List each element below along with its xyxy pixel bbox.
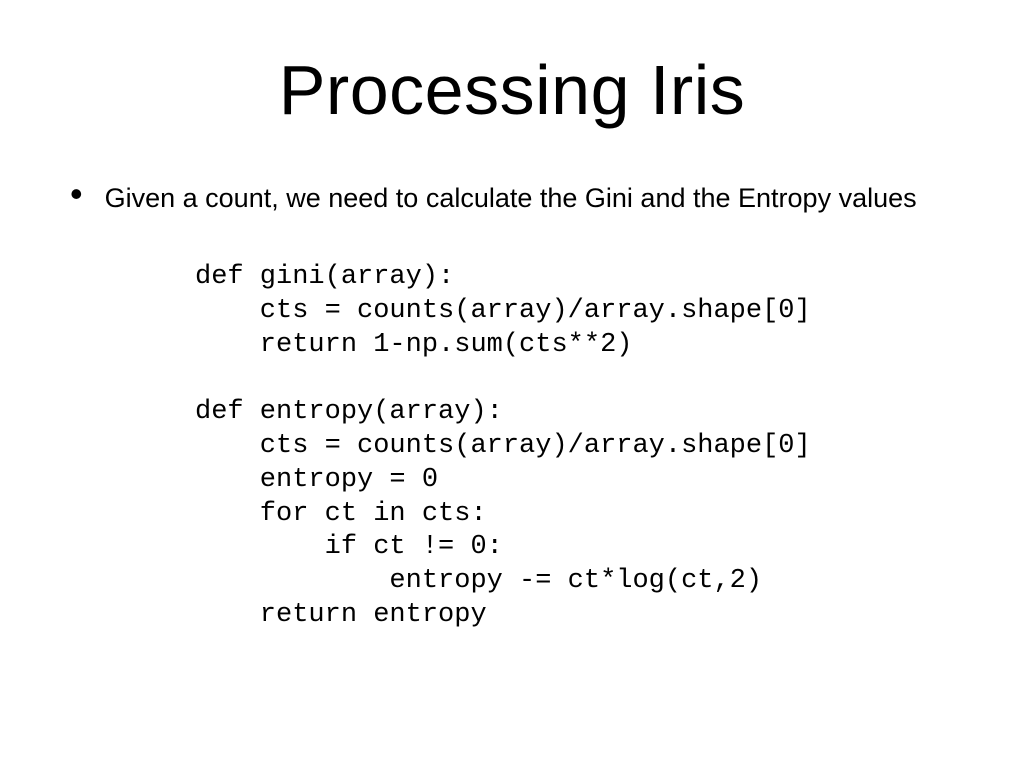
bullet-icon: • (70, 182, 83, 206)
slide-container: Processing Iris • Given a count, we need… (0, 0, 1024, 768)
bullet-text: Given a count, we need to calculate the … (105, 180, 917, 216)
bullet-item: • Given a count, we need to calculate th… (70, 180, 964, 216)
slide-title: Processing Iris (60, 50, 964, 130)
code-block: def gini(array): cts = counts(array)/arr… (195, 261, 964, 632)
